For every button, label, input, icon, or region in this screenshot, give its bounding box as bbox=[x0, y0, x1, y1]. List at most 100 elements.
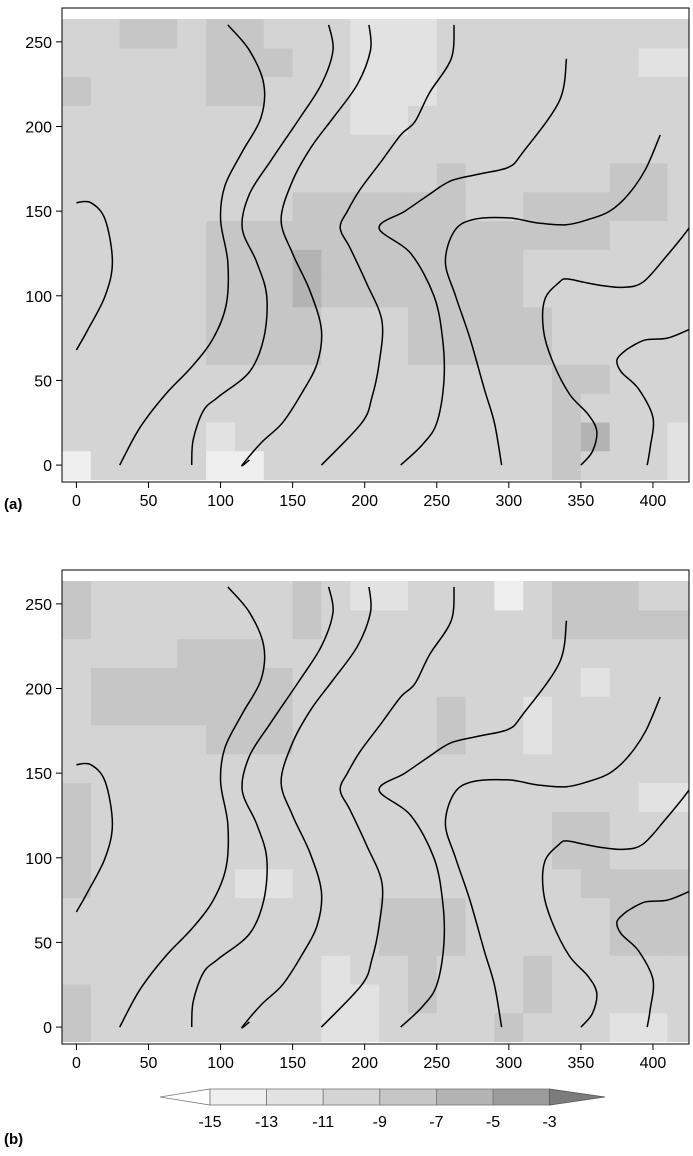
heatmap-cell bbox=[580, 393, 611, 423]
heatmap-cell bbox=[436, 335, 467, 365]
heatmap-cell bbox=[234, 782, 265, 812]
heatmap-cell bbox=[609, 926, 640, 956]
heatmap-cell bbox=[234, 581, 265, 611]
heatmap-cell bbox=[292, 840, 323, 870]
heatmap-cell bbox=[465, 609, 496, 640]
heatmap-cell bbox=[119, 134, 150, 164]
heatmap-cell bbox=[465, 134, 496, 164]
heatmap-cell bbox=[465, 278, 496, 308]
heatmap-cell bbox=[580, 450, 611, 481]
heatmap-cell bbox=[609, 955, 640, 985]
heatmap-cell bbox=[494, 19, 524, 49]
heatmap-cell bbox=[465, 306, 496, 337]
heatmap-cell bbox=[465, 840, 496, 870]
heatmap-cells-a bbox=[62, 19, 689, 481]
heatmap-cell bbox=[148, 782, 178, 812]
heatmap-cell bbox=[667, 983, 689, 1014]
heatmap-cell bbox=[580, 162, 611, 193]
heatmap-cell bbox=[148, 220, 178, 250]
heatmap-cell bbox=[62, 638, 92, 668]
heatmap-cell bbox=[494, 696, 524, 726]
heatmap-cell bbox=[523, 76, 553, 106]
heatmap-cell bbox=[321, 335, 351, 365]
contour-line bbox=[75, 762, 114, 913]
heatmap-cell bbox=[379, 1012, 409, 1043]
heatmap-cell bbox=[234, 47, 265, 78]
heatmap-cell bbox=[523, 983, 553, 1014]
colorbar: -15 -13 -11 -9 -7 -5 -3 bbox=[159, 1088, 606, 1131]
heatmap-cell bbox=[234, 840, 265, 870]
heatmap-cell bbox=[292, 782, 323, 812]
heatmap-cell bbox=[667, 278, 689, 308]
heatmap-cell bbox=[234, 926, 265, 956]
contour-line bbox=[241, 24, 372, 467]
heatmap-cell bbox=[177, 191, 207, 222]
heatmap-cell bbox=[580, 811, 611, 841]
heatmap-cell bbox=[552, 983, 582, 1014]
heatmap-cell bbox=[465, 1012, 496, 1043]
x-tick-label: 250 bbox=[423, 493, 450, 510]
heatmap-cell bbox=[90, 926, 121, 956]
x-tick-label: 150 bbox=[279, 493, 306, 510]
y-tick-label: 250 bbox=[25, 597, 52, 614]
heatmap-cell bbox=[148, 696, 178, 726]
heatmap-cell bbox=[465, 926, 496, 956]
heatmap-cell bbox=[638, 191, 668, 222]
heatmap-cell bbox=[321, 278, 351, 308]
heatmap-cell bbox=[350, 1012, 380, 1043]
heatmap-cell bbox=[609, 19, 640, 49]
heatmap-cell bbox=[148, 105, 178, 135]
heatmap-cell bbox=[436, 364, 467, 394]
heatmap-cell bbox=[609, 581, 640, 611]
heatmap-cell bbox=[350, 105, 380, 135]
heatmap-cell bbox=[407, 724, 438, 755]
heatmap-cell bbox=[465, 191, 496, 222]
heatmap-cell bbox=[667, 421, 689, 452]
heatmap-cell bbox=[638, 811, 668, 841]
heatmap-cell bbox=[148, 421, 178, 452]
heatmap-cell bbox=[407, 897, 438, 927]
heatmap-cell bbox=[667, 897, 689, 927]
heatmap-cell bbox=[321, 364, 351, 394]
heatmap-cell bbox=[263, 840, 294, 870]
heatmap-cell bbox=[350, 162, 380, 193]
heatmap-cell bbox=[292, 983, 323, 1014]
heatmap-cell bbox=[609, 840, 640, 870]
heatmap-cell bbox=[206, 249, 236, 279]
heatmap-cell bbox=[552, 19, 582, 49]
heatmap-cell bbox=[90, 393, 121, 423]
heatmap-cell bbox=[119, 868, 150, 899]
heatmap-cell bbox=[465, 696, 496, 726]
heatmap-cell bbox=[206, 421, 236, 452]
heatmap-cell bbox=[667, 162, 689, 193]
heatmap-cell bbox=[609, 609, 640, 640]
heatmap-cell bbox=[119, 76, 150, 106]
heatmap-cell bbox=[436, 134, 467, 164]
heatmap-cell bbox=[436, 983, 467, 1014]
heatmap-cell bbox=[90, 47, 121, 78]
heatmap-cell bbox=[148, 638, 178, 668]
heatmap-cell bbox=[234, 753, 265, 784]
heatmap-cell bbox=[667, 450, 689, 481]
heatmap-cell bbox=[552, 868, 582, 899]
y-tick-label: 200 bbox=[25, 120, 52, 137]
colorbar-tick-label: -3 bbox=[542, 1114, 556, 1131]
heatmap-cell bbox=[552, 306, 582, 337]
heatmap-cell bbox=[148, 926, 178, 956]
heatmap-cell bbox=[350, 306, 380, 337]
heatmap-cell bbox=[407, 162, 438, 193]
heatmap-cell bbox=[407, 335, 438, 365]
heatmap-cell bbox=[234, 249, 265, 279]
heatmap-cell bbox=[321, 191, 351, 222]
heatmap-cell bbox=[350, 76, 380, 106]
heatmap-cell bbox=[609, 220, 640, 250]
heatmap-cell bbox=[609, 897, 640, 927]
heatmap-cell bbox=[90, 955, 121, 985]
heatmap-cell bbox=[667, 105, 689, 135]
heatmap-cell bbox=[436, 667, 467, 697]
heatmap-cell bbox=[62, 926, 92, 956]
heatmap-cell bbox=[379, 897, 409, 927]
heatmap-cell bbox=[552, 450, 582, 481]
heatmap-cell bbox=[580, 926, 611, 956]
heatmap-cell bbox=[609, 364, 640, 394]
